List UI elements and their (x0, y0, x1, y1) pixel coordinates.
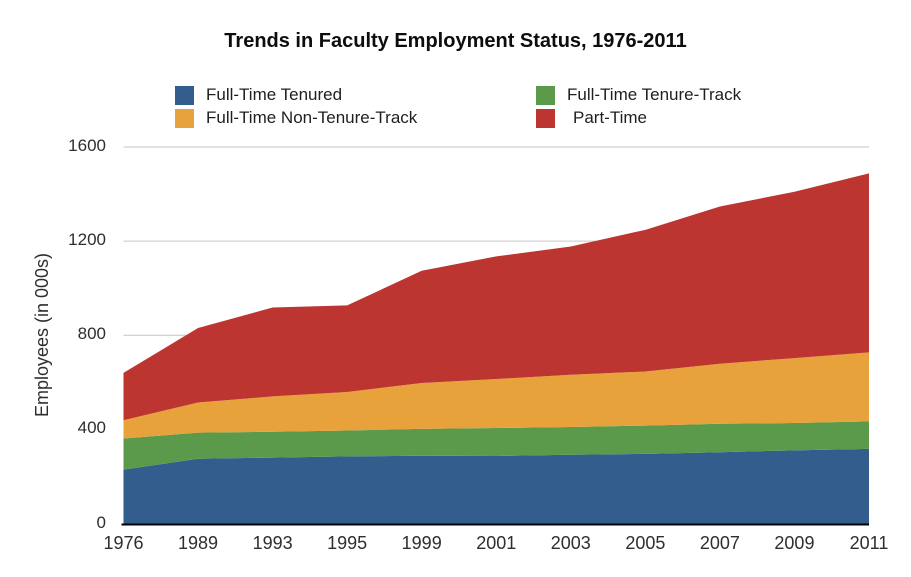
legend-item-part-time: Part-Time (536, 108, 647, 128)
x-tick-label-1999: 1999 (401, 533, 442, 553)
legend-label-full-time-non-tenure-track: Full-Time Non-Tenure-Track (206, 108, 418, 127)
y-tick-label-1200: 1200 (68, 230, 106, 250)
legend-item-full-time-tenured: Full-Time Tenured (175, 85, 342, 105)
x-tick-label-2009: 2009 (774, 533, 815, 553)
x-tick-label-1995: 1995 (327, 533, 368, 553)
y-tick-label-1600: 1600 (68, 136, 106, 155)
x-tick-label-2005: 2005 (625, 533, 666, 553)
x-tick-label-2001: 2001 (476, 533, 517, 553)
area-full-time-tenure-track (123, 421, 869, 470)
area-full-time-non-tenure-track (123, 352, 869, 439)
legend-item-full-time-tenure-track: Full-Time Tenure-Track (536, 85, 741, 105)
legend-label-part-time: Part-Time (573, 108, 647, 127)
x-tick-label-1993: 1993 (252, 533, 293, 553)
x-tick-label-1989: 1989 (178, 533, 219, 553)
y-tick-label-800: 800 (77, 324, 106, 344)
legend-swatch-full-time-tenure-track (536, 85, 555, 105)
legend-swatch-full-time-non-tenure-track (175, 108, 194, 128)
y-tick-label-400: 400 (77, 418, 106, 438)
area-part-time (123, 173, 869, 421)
legend-label-full-time-tenured: Full-Time Tenured (206, 85, 343, 104)
x-tick-label-2011: 2011 (849, 533, 889, 553)
legend-swatch-full-time-tenured (175, 85, 194, 105)
legend-swatch-part-time (536, 108, 555, 128)
x-tick-label-1976: 1976 (103, 533, 144, 553)
chart-title: Trends in Faculty Employment Status, 197… (224, 30, 687, 52)
legend-item-full-time-non-tenure-track: Full-Time Non-Tenure-Track (175, 108, 417, 128)
y-tick-label-0: 0 (96, 512, 106, 532)
area-full-time-tenured (123, 448, 869, 524)
x-tick-label-2007: 2007 (699, 533, 740, 553)
legend-label-full-time-tenure-track: Full-Time Tenure-Track (567, 85, 742, 104)
x-tick-label-2003: 2003 (550, 533, 591, 553)
